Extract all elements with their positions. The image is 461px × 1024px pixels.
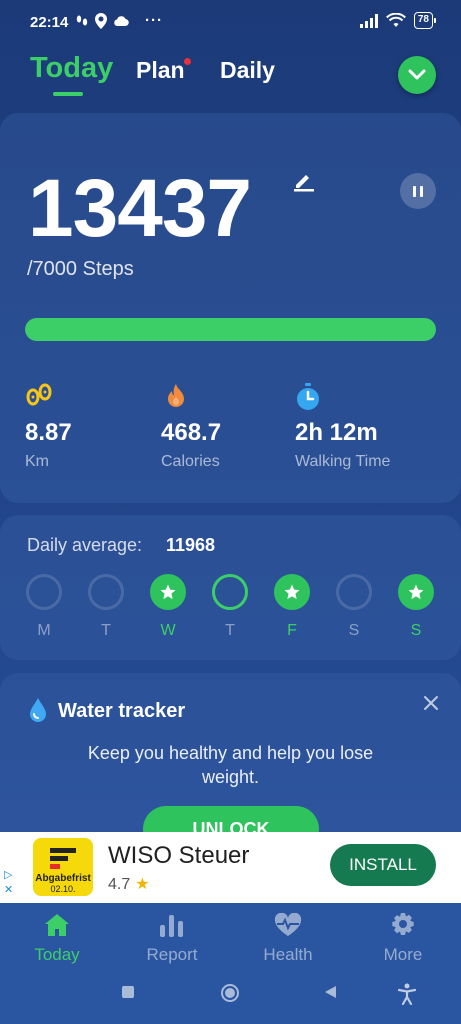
star-icon: ★: [135, 876, 150, 893]
calories-value: 468.7: [161, 419, 222, 446]
day-item[interactable]: S: [336, 574, 372, 640]
steps-progress-fill: [25, 318, 436, 341]
footsteps-status-icon: [76, 15, 88, 25]
day-circle: [88, 574, 124, 610]
calories-label: Calories: [161, 453, 220, 470]
day-circle: [150, 574, 186, 610]
pause-icon: [413, 185, 416, 197]
stat-calories: 468.7 Calories: [161, 383, 221, 471]
flame-icon: [168, 384, 184, 407]
day-label: W: [160, 622, 176, 639]
daily-average-card[interactable]: Daily average: 11968 M T W T F S S: [0, 515, 461, 660]
home-icon: [45, 914, 69, 936]
distance-label: Km: [25, 453, 49, 470]
day-circle: [336, 574, 372, 610]
nav-report[interactable]: Report: [122, 911, 222, 965]
ad-app-name: WISO Steuer: [108, 842, 250, 869]
plan-notification-dot: [184, 58, 191, 65]
water-drop-icon: [30, 698, 46, 722]
close-icon[interactable]: [423, 695, 439, 711]
steps-goal: /7000 Steps: [27, 258, 134, 280]
footprint-icon: [26, 383, 52, 406]
steps-progress-bar: [25, 318, 436, 341]
day-circle: [274, 574, 310, 610]
day-label: T: [101, 622, 111, 639]
cloud-status-icon: [114, 15, 129, 26]
ad-rating-value: 4.7: [108, 876, 131, 893]
heart-pulse-icon: [274, 913, 302, 936]
steps-card: 13437 /7000 Steps 8.87 Km 468.7 Calories…: [0, 113, 461, 503]
ad-logo-date: 02.10.: [50, 884, 76, 894]
day-circle: [26, 574, 62, 610]
tab-daily[interactable]: Daily: [220, 57, 275, 83]
tab-today[interactable]: Today: [30, 52, 114, 84]
wifi-icon: [385, 13, 406, 27]
back-button[interactable]: [323, 985, 337, 999]
signal-icon: [359, 13, 378, 28]
water-tracker-title: Water tracker: [58, 700, 186, 722]
ad-logo-mark: [50, 848, 76, 869]
star-icon: [160, 584, 176, 600]
day-label: S: [410, 622, 422, 639]
day-label: S: [348, 622, 360, 639]
day-item[interactable]: W: [150, 574, 186, 640]
day-label: M: [37, 622, 51, 639]
accessibility-icon[interactable]: [398, 983, 416, 1005]
chevron-down-icon: [408, 69, 426, 80]
ad-app-logo: Abgabefrist 02.10.: [33, 838, 93, 896]
daily-average-value: 11968: [166, 535, 216, 555]
stopwatch-icon: [297, 383, 319, 410]
nav-health-label: Health: [263, 945, 313, 964]
walking-time-value: 2h 12m: [295, 419, 378, 446]
day-item[interactable]: T: [88, 574, 124, 640]
distance-value: 8.87: [25, 419, 72, 446]
star-icon: [408, 584, 424, 600]
more-status-icon: ···: [145, 12, 163, 29]
expand-button[interactable]: [398, 56, 436, 94]
bottom-nav: Today Report Health More: [0, 903, 461, 969]
steps-count: 13437: [28, 163, 252, 254]
day-item[interactable]: M: [26, 574, 62, 640]
edit-icon[interactable]: [292, 168, 316, 192]
bar-chart-icon: [160, 915, 183, 937]
nav-health[interactable]: Health: [238, 911, 338, 965]
nav-today[interactable]: Today: [7, 911, 107, 965]
status-bar: 22:14 ··· 78: [0, 0, 461, 44]
nav-report-label: Report: [146, 945, 198, 964]
status-time: 22:14: [30, 14, 69, 31]
gear-icon: [392, 913, 414, 935]
home-button[interactable]: [220, 983, 240, 1003]
water-tracker-description: Keep you healthy and help you lose weigh…: [87, 743, 374, 787]
day-circle: [212, 574, 248, 610]
daily-average-label: Daily average:: [27, 535, 143, 555]
day-item[interactable]: T: [212, 574, 248, 640]
star-icon: [284, 584, 300, 600]
recent-apps-button[interactable]: [121, 985, 135, 999]
stat-distance: 8.87 Km: [25, 383, 72, 471]
install-button[interactable]: INSTALL: [330, 844, 436, 886]
day-item[interactable]: F: [274, 574, 310, 640]
nav-more-label: More: [383, 945, 423, 964]
day-item[interactable]: S: [398, 574, 434, 640]
ad-choices-icon[interactable]: ▷ ✕: [4, 869, 14, 896]
ad-banner[interactable]: ▷ ✕ Abgabefrist 02.10. WISO Steuer 4.7 ★ I…: [0, 832, 461, 903]
day-circle: [398, 574, 434, 610]
tab-today-indicator: [53, 92, 83, 96]
day-label: T: [225, 622, 235, 639]
tab-plan[interactable]: Plan: [136, 57, 185, 83]
stat-walking-time: 2h 12m Walking Time: [295, 383, 390, 471]
location-status-icon: [95, 12, 107, 29]
nav-today-label: Today: [34, 945, 80, 964]
ad-logo-text: Abgabefrist: [35, 873, 91, 884]
pause-button[interactable]: [400, 173, 436, 209]
system-nav-bar: [0, 969, 461, 1024]
walking-time-label: Walking Time: [295, 453, 391, 470]
nav-more[interactable]: More: [353, 911, 453, 965]
day-label: F: [287, 622, 297, 639]
battery-icon: 78: [413, 12, 437, 29]
ad-rating: 4.7 ★: [108, 874, 150, 894]
